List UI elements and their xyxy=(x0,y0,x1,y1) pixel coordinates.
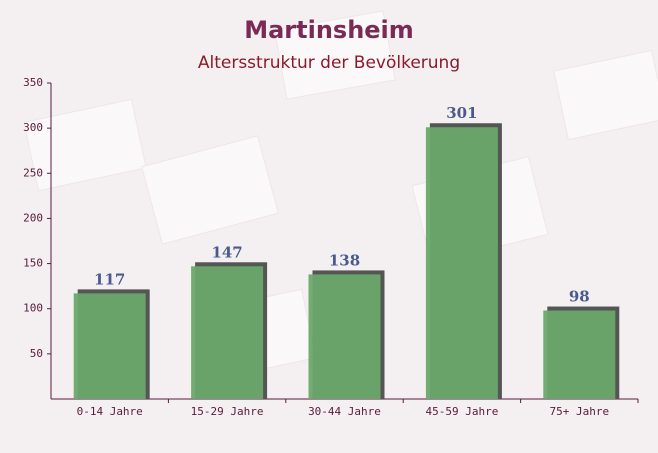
bar xyxy=(425,127,498,400)
x-tick-label: 30-44 Jahre xyxy=(308,405,381,418)
value-label: 147 xyxy=(211,243,242,261)
x-tick-label: 15-29 Jahre xyxy=(191,405,264,418)
value-label: 138 xyxy=(329,251,360,269)
value-label: 117 xyxy=(94,270,125,288)
bar xyxy=(191,266,264,399)
chart-title: Martinsheim xyxy=(244,16,414,44)
y-tick-label: 350 xyxy=(23,76,43,89)
y-tick-label: 300 xyxy=(23,121,43,134)
y-tick-label: 150 xyxy=(23,257,43,270)
bar xyxy=(308,274,381,399)
value-label: 98 xyxy=(569,288,590,306)
bar xyxy=(543,310,616,399)
y-tick-label: 250 xyxy=(23,166,43,179)
x-tick-label: 0-14 Jahre xyxy=(77,405,143,418)
x-tick-label: 45-59 Jahre xyxy=(425,405,498,418)
y-tick-label: 200 xyxy=(23,211,43,224)
value-label: 301 xyxy=(446,104,477,122)
x-tick-label: 75+ Jahre xyxy=(549,405,609,418)
y-tick-label: 100 xyxy=(23,302,43,315)
bar xyxy=(73,293,146,399)
chart-subtitle: Altersstruktur der Bevölkerung xyxy=(198,53,460,73)
y-tick-label: 50 xyxy=(30,347,43,360)
